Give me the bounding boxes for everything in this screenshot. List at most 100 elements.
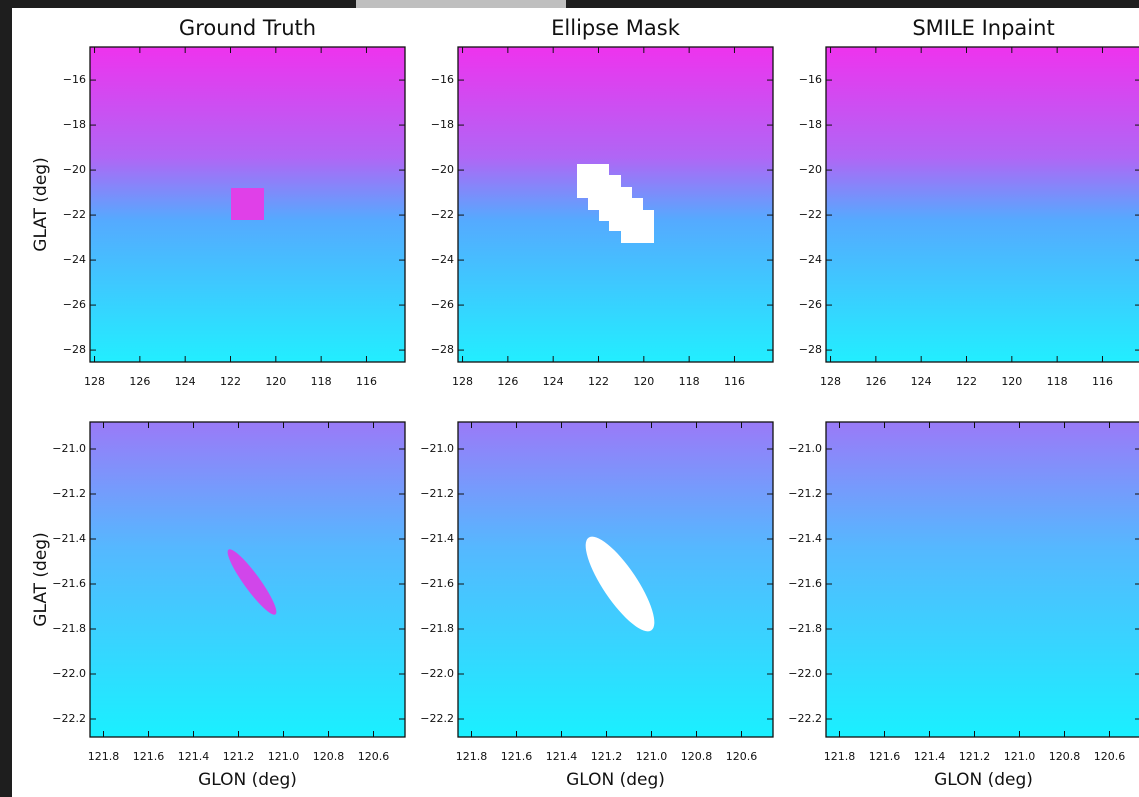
image-field	[826, 47, 1139, 362]
chart-title: Ellipse Mask	[551, 16, 681, 40]
x-axis-label: GLON (deg)	[198, 770, 297, 790]
source-blob	[227, 549, 277, 615]
source-blob	[231, 188, 264, 220]
y-axis-label: GLAT (deg)	[31, 532, 51, 626]
y-axis-label: GLAT (deg)	[31, 157, 51, 251]
y-tick-label: −22.2	[52, 712, 86, 725]
x-tick-label: 121.0	[1004, 750, 1036, 763]
x-tick-label: 122	[588, 375, 609, 388]
y-tick-label: −22	[799, 208, 822, 221]
x-tick-label: 124	[911, 375, 932, 388]
x-tick-label: 121.4	[178, 750, 210, 763]
x-tick-label: 121.0	[268, 750, 300, 763]
x-tick-label: 120	[633, 375, 654, 388]
axes-frame	[89, 421, 406, 738]
y-tick-label: −21.4	[52, 532, 86, 545]
x-tick-label: 128	[452, 375, 473, 388]
x-tick-label: 121.0	[636, 750, 668, 763]
y-tick-label: −20	[431, 163, 454, 176]
chart-title: SMILE Inpaint	[912, 16, 1054, 40]
x-tick-label: 124	[543, 375, 564, 388]
x-tick-label: 121.2	[959, 750, 991, 763]
x-tick-label: 122	[956, 375, 977, 388]
y-tick-label: −24	[431, 253, 454, 266]
x-tick-label: 122	[220, 375, 241, 388]
x-tick-label: 116	[356, 375, 377, 388]
y-tick-label: −24	[63, 253, 86, 266]
y-tick-label: −26	[431, 298, 454, 311]
y-tick-label: −16	[431, 73, 454, 86]
image-field	[826, 422, 1139, 737]
x-tick-label: 121.6	[869, 750, 901, 763]
x-tick-label: 126	[497, 375, 518, 388]
ellipse-mask	[585, 536, 655, 632]
y-tick-label: −18	[431, 118, 454, 131]
x-axis-label: GLON (deg)	[934, 770, 1033, 790]
x-tick-label: 121.8	[88, 750, 120, 763]
y-tick-label: −21.2	[420, 487, 454, 500]
axes-frame	[825, 46, 1139, 363]
y-tick-label: −21.4	[788, 532, 822, 545]
chart-title: Ground Truth	[179, 16, 316, 40]
ellipse-mask	[577, 164, 654, 243]
y-tick-label: −21.8	[52, 622, 86, 635]
x-tick-label: 120	[1001, 375, 1022, 388]
x-tick-label: 120.6	[1094, 750, 1126, 763]
y-tick-label: −16	[63, 73, 86, 86]
y-tick-label: −21.6	[52, 577, 86, 590]
y-tick-label: −21.6	[420, 577, 454, 590]
x-tick-label: 120	[265, 375, 286, 388]
y-tick-label: −22	[63, 208, 86, 221]
y-tick-label: −24	[799, 253, 822, 266]
x-tick-label: 121.6	[501, 750, 533, 763]
x-tick-label: 120.6	[726, 750, 758, 763]
y-tick-label: −21.2	[788, 487, 822, 500]
x-axis-label: GLON (deg)	[566, 770, 665, 790]
y-tick-label: −21.2	[52, 487, 86, 500]
y-tick-label: −16	[799, 73, 822, 86]
x-tick-label: 121.4	[546, 750, 578, 763]
x-tick-label: 121.8	[456, 750, 488, 763]
y-tick-label: −28	[63, 343, 86, 356]
x-tick-label: 126	[865, 375, 886, 388]
y-tick-label: −22.0	[788, 667, 822, 680]
y-tick-label: −22.2	[420, 712, 454, 725]
y-tick-label: −18	[799, 118, 822, 131]
y-tick-label: −28	[431, 343, 454, 356]
x-tick-label: 120.8	[313, 750, 345, 763]
y-tick-label: −18	[63, 118, 86, 131]
y-tick-label: −21.0	[420, 442, 454, 455]
y-tick-label: −26	[63, 298, 86, 311]
x-tick-label: 118	[311, 375, 332, 388]
x-tick-label: 121.8	[824, 750, 856, 763]
y-tick-label: −20	[799, 163, 822, 176]
x-tick-label: 121.6	[133, 750, 165, 763]
x-tick-label: 128	[84, 375, 105, 388]
y-tick-label: −22.2	[788, 712, 822, 725]
x-tick-label: 121.2	[223, 750, 255, 763]
x-tick-label: 116	[1092, 375, 1113, 388]
y-tick-label: −21.8	[420, 622, 454, 635]
x-tick-label: 116	[724, 375, 745, 388]
axes-frame	[457, 421, 774, 738]
axes-frame	[457, 46, 774, 363]
y-tick-label: −21.0	[52, 442, 86, 455]
y-tick-label: −21.6	[788, 577, 822, 590]
y-tick-label: −22	[431, 208, 454, 221]
y-tick-label: −21.8	[788, 622, 822, 635]
scroll-indicator	[356, 0, 566, 8]
axes-frame	[89, 46, 406, 363]
x-tick-label: 118	[1047, 375, 1068, 388]
y-tick-label: −26	[799, 298, 822, 311]
x-tick-label: 126	[129, 375, 150, 388]
x-tick-label: 120.8	[681, 750, 713, 763]
x-tick-label: 120.8	[1049, 750, 1081, 763]
x-tick-label: 124	[175, 375, 196, 388]
y-tick-label: −20	[63, 163, 86, 176]
x-tick-label: 118	[679, 375, 700, 388]
y-tick-label: −22.0	[420, 667, 454, 680]
x-tick-label: 120.6	[358, 750, 390, 763]
x-tick-label: 121.4	[914, 750, 946, 763]
